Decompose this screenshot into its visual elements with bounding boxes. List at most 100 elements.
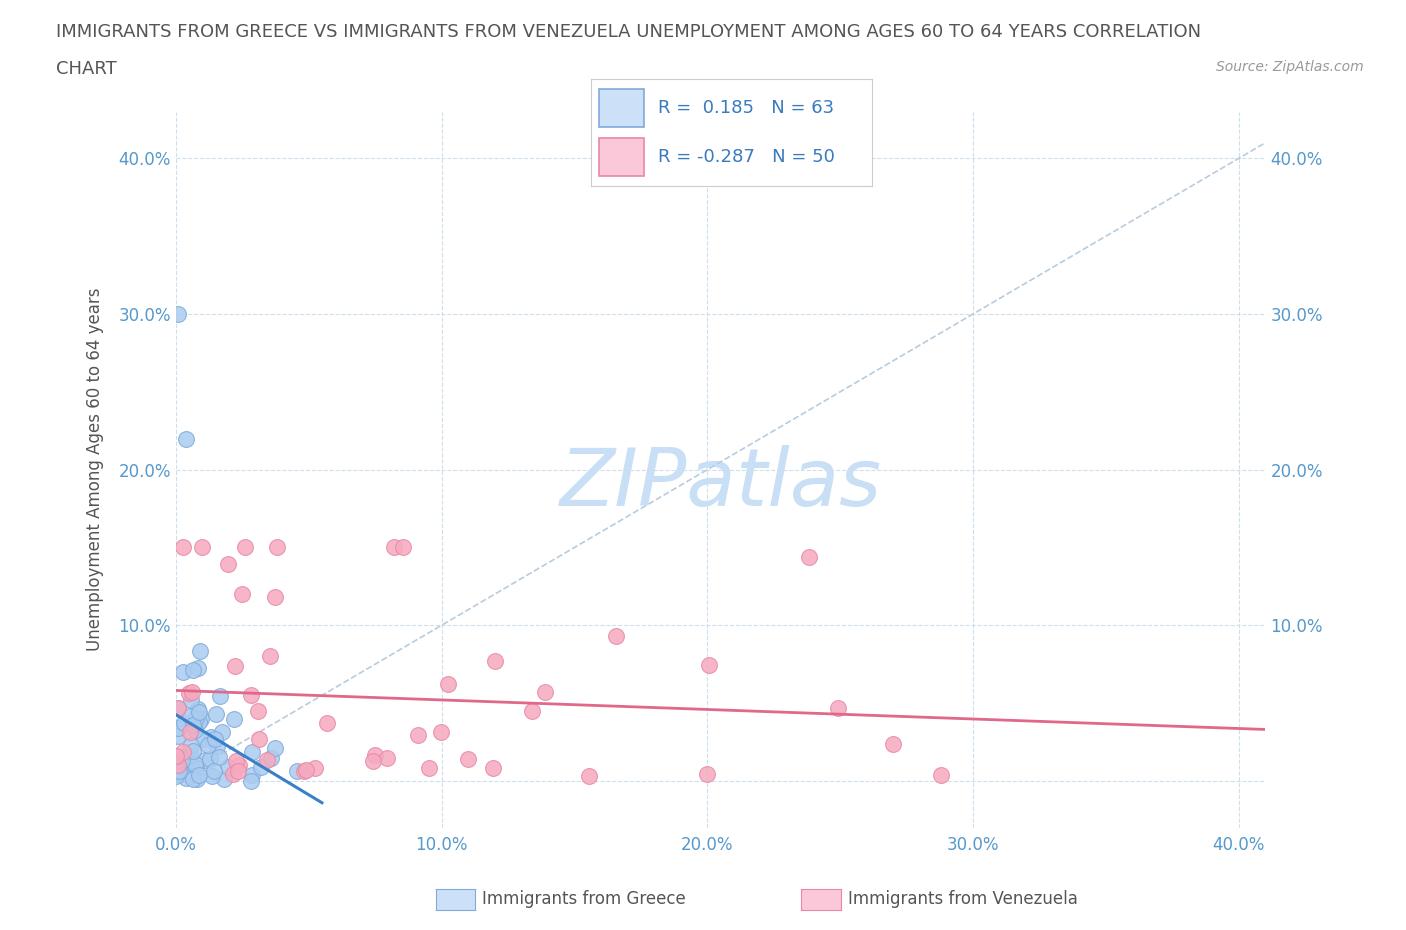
Point <box>406 728 429 743</box>
Point <box>202 764 225 778</box>
Point <box>264 740 287 755</box>
Point <box>231 587 253 602</box>
Point <box>181 663 204 678</box>
Point <box>172 757 194 772</box>
Point <box>295 763 318 777</box>
Point <box>382 540 405 555</box>
Point <box>188 705 211 720</box>
Bar <box>599 138 644 177</box>
Point <box>250 760 273 775</box>
Point <box>228 757 250 772</box>
Point <box>176 748 198 763</box>
Point <box>194 752 217 767</box>
Text: Immigrants from Venezuela: Immigrants from Venezuela <box>848 890 1077 909</box>
Point <box>247 731 270 746</box>
Point <box>179 749 201 764</box>
Point <box>240 745 263 760</box>
Point <box>167 721 190 736</box>
Bar <box>599 88 644 127</box>
Point <box>375 751 398 765</box>
Point <box>191 540 214 555</box>
Point <box>534 684 557 699</box>
Point <box>240 687 263 702</box>
Point <box>212 771 235 786</box>
Point <box>172 744 194 759</box>
Point <box>186 772 208 787</box>
Point <box>226 764 249 778</box>
Point <box>181 684 204 699</box>
Point <box>188 768 211 783</box>
Point <box>429 724 451 739</box>
Point <box>482 760 505 775</box>
Point <box>174 771 197 786</box>
Point <box>211 724 233 739</box>
Point <box>187 660 209 675</box>
Point <box>181 771 204 786</box>
Text: Source: ZipAtlas.com: Source: ZipAtlas.com <box>1216 60 1364 74</box>
Point <box>183 759 205 774</box>
Point <box>167 307 190 322</box>
Point <box>167 700 190 715</box>
Point <box>259 648 281 663</box>
Point <box>180 750 202 764</box>
Point <box>165 749 187 764</box>
Point <box>242 768 264 783</box>
Point <box>256 752 278 767</box>
Point <box>264 590 287 604</box>
Point <box>484 654 506 669</box>
Point <box>225 753 247 768</box>
Point <box>233 540 256 555</box>
Point <box>177 685 200 700</box>
Point <box>696 766 718 781</box>
Point <box>187 702 209 717</box>
Point <box>260 751 283 765</box>
Point <box>287 764 309 778</box>
Point <box>208 750 231 764</box>
Point <box>205 738 228 753</box>
Point <box>197 737 219 752</box>
Point <box>165 768 187 783</box>
Point <box>605 629 627 644</box>
Point <box>179 709 201 724</box>
Point <box>457 751 479 766</box>
Point <box>929 767 952 782</box>
Point <box>697 658 720 672</box>
Point <box>578 768 600 783</box>
Point <box>827 701 849 716</box>
Point <box>172 752 194 767</box>
Point <box>172 540 194 555</box>
Point <box>208 688 231 703</box>
Point <box>173 715 195 730</box>
Point <box>205 707 228 722</box>
Point <box>179 724 201 739</box>
Point <box>179 737 201 752</box>
Point <box>172 665 194 680</box>
Point <box>166 758 188 773</box>
Point <box>361 753 384 768</box>
Point <box>217 557 239 572</box>
Point <box>201 768 224 783</box>
Text: CHART: CHART <box>56 60 117 78</box>
Point <box>204 732 226 747</box>
Point <box>392 540 415 555</box>
Point <box>188 715 211 730</box>
Point <box>184 711 207 725</box>
Point <box>191 732 214 747</box>
Point <box>184 756 207 771</box>
Point <box>167 729 190 744</box>
Point <box>520 703 543 718</box>
Point <box>190 711 212 726</box>
Point <box>240 773 263 788</box>
Point <box>169 750 191 764</box>
Point <box>882 737 904 752</box>
Point <box>222 766 245 781</box>
Point <box>198 751 221 766</box>
Point <box>224 658 246 673</box>
Point <box>186 761 208 776</box>
Point <box>183 743 205 758</box>
Point <box>222 711 245 726</box>
Point <box>174 749 197 764</box>
Point <box>167 764 190 778</box>
Point <box>177 767 200 782</box>
Y-axis label: Unemployment Among Ages 60 to 64 years: Unemployment Among Ages 60 to 64 years <box>87 288 104 651</box>
